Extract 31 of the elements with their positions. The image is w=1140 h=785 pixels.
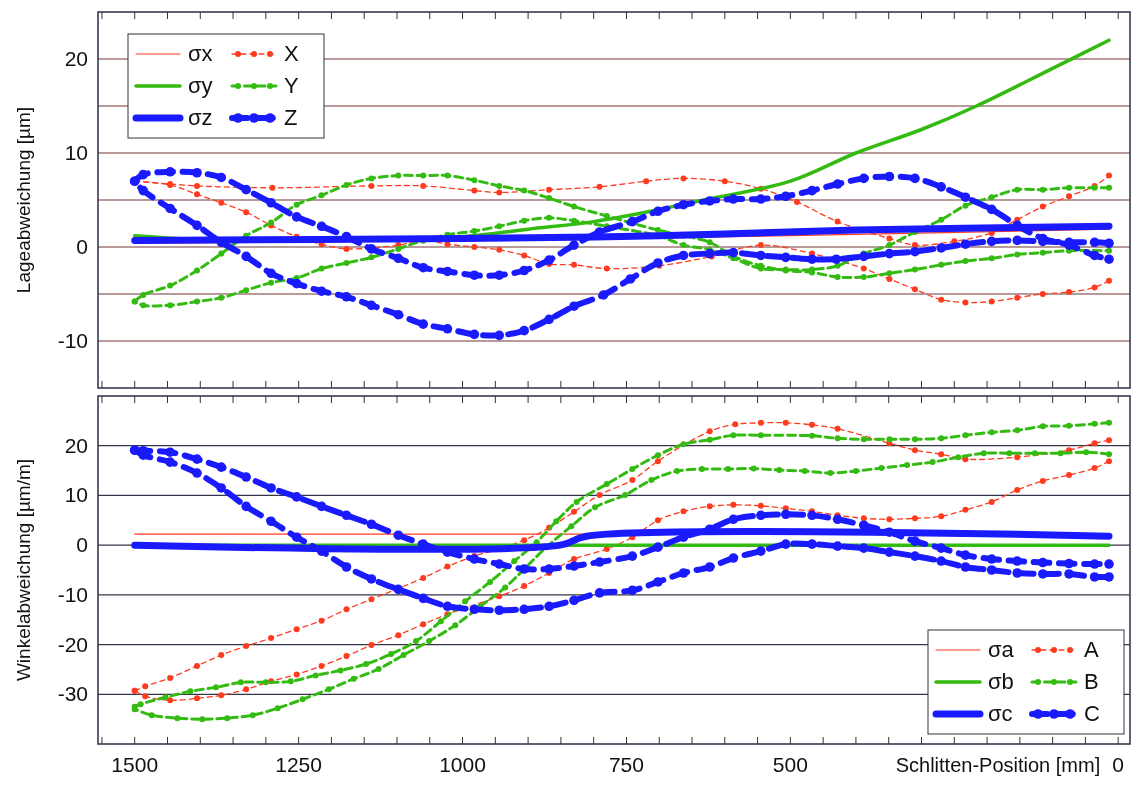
- legend-label: σz: [188, 105, 213, 130]
- y-tick-label: 10: [64, 483, 88, 507]
- legend-label: C: [1084, 701, 1100, 726]
- x-tick-label: 1250: [275, 753, 322, 776]
- y-tick-label: -20: [57, 632, 88, 656]
- x-tick-label: 500: [772, 753, 808, 776]
- legend-label: σa: [988, 637, 1015, 662]
- legend-label: σy: [188, 73, 213, 98]
- y-tick-label: -10: [57, 582, 88, 606]
- y-tick-label: -30: [57, 682, 88, 706]
- legend-label: Z: [284, 105, 298, 130]
- legend-label: σb: [988, 669, 1014, 694]
- legend-label: σc: [988, 701, 1013, 726]
- y-tick-label: 0: [76, 533, 88, 557]
- y-tick-label: 20: [64, 47, 88, 70]
- x-tick-label: 1000: [439, 753, 486, 776]
- legend-label: Y: [284, 73, 299, 98]
- legend-label: A: [1084, 637, 1099, 662]
- y-axis-title: Winkelabweichung [µm/m]: [13, 458, 34, 682]
- y-tick-label: 20: [64, 433, 88, 457]
- legend-label: B: [1084, 669, 1099, 694]
- y-tick-label: 0: [76, 235, 88, 258]
- x-tick-label: 0: [1112, 753, 1125, 776]
- y-tick-label: -10: [57, 329, 88, 352]
- x-axis-title: Schlitten-Position [mm]: [895, 754, 1101, 776]
- y-tick-label: 10: [64, 141, 88, 164]
- x-tick-label: 750: [608, 753, 644, 776]
- x-tick-label: 1500: [111, 753, 159, 776]
- legend-label: X: [284, 41, 299, 66]
- legend-label: σx: [188, 41, 213, 66]
- y-axis-title: Lageabweichung [µm]: [13, 106, 34, 294]
